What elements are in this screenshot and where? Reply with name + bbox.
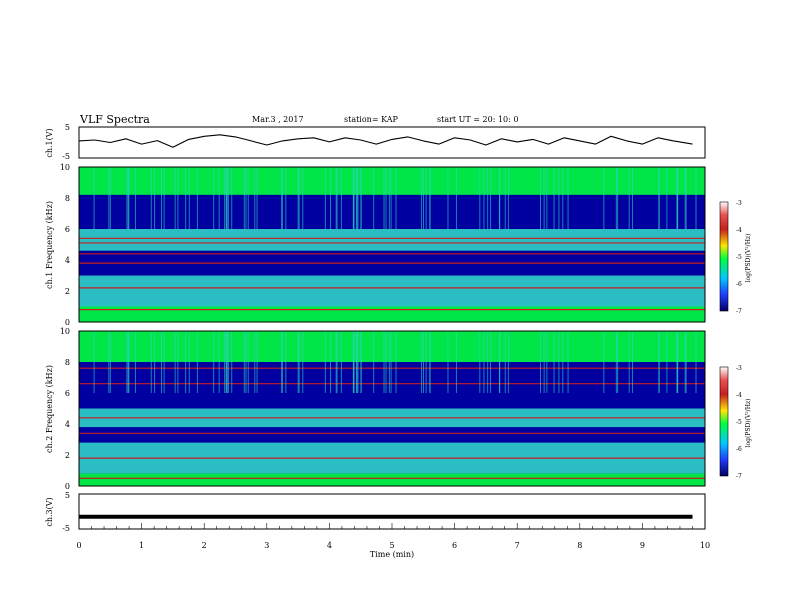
ch2-spectrogram-frame — [78, 330, 706, 487]
ch1-cbar-tick-7: -7 — [736, 308, 742, 315]
ch1-spectrogram-yticks: 0 2 4 6 8 10 — [60, 163, 70, 327]
ch1-spectrogram-band-3 — [79, 260, 705, 276]
ch1-ytick-4: 4 — [65, 256, 70, 265]
ch1-colorbar-scale — [719, 201, 729, 312]
ch1-ytick-bottom: -5 — [62, 152, 70, 161]
ch1-waveform-frame — [78, 126, 706, 159]
ch3-waveform-ylabel: ch.3(V) — [45, 497, 54, 526]
ch1-colorbar: -3 -4 -5 -6 -7 log(PSD)(V²/Hz) — [719, 200, 752, 315]
xtick-2: 2 — [202, 541, 207, 550]
time-axis-label: Time (min) — [370, 550, 414, 559]
ch2-spectrogram-yticks: 0 2 4 6 8 10 — [60, 327, 70, 491]
ch2-spectrogram-panel: 0 2 4 6 8 10 ch.2 Frequency (kHz) — [45, 327, 706, 491]
ch1-ytick-2: 2 — [65, 287, 70, 296]
ch1-cbar-tick-5: -5 — [736, 254, 742, 261]
date-label: Mar.3 , 2017 — [252, 115, 304, 124]
ch2-colorbar: -3 -4 -5 -6 -7 log(PSD)(V²/Hz) — [719, 365, 752, 480]
ch1-waveform-line — [78, 134, 693, 148]
ch2-cbar-tick-5: -5 — [736, 419, 742, 426]
ch3-waveform-panel: 5 -5 ch.3(V) 0 1 2 3 4 5 6 7 8 9 10 Time… — [45, 491, 710, 559]
ch2-spectrogram-image — [79, 331, 705, 486]
ch2-cbar-tick-7: -7 — [736, 473, 742, 480]
ch1-spectrogram-band-5 — [79, 306, 705, 322]
ch1-spectrogram-image — [79, 167, 705, 322]
ch2-spectrogram-band-0 — [79, 331, 705, 362]
ch1-spectrogram-band-1 — [79, 194, 705, 229]
chart-title: VLF Spectra — [79, 113, 150, 126]
ch1-cbar-tick-3: -3 — [736, 200, 742, 207]
ch1-ytick-0: 0 — [65, 318, 70, 327]
ch2-ytick-8: 8 — [65, 358, 70, 367]
ch1-cbar-tick-6: -6 — [736, 281, 742, 288]
ch2-cbar-tick-4: -4 — [736, 392, 742, 399]
ch1-waveform-panel: 5 -5 ch.1(V) — [45, 123, 706, 161]
ch1-spectrogram-frame — [78, 166, 706, 323]
xtick-6: 6 — [452, 541, 457, 550]
ch1-ytick-8: 8 — [65, 194, 70, 203]
start-time-label: start UT = 20: 10: 0 — [437, 115, 518, 124]
ch3-ytick-bottom: -5 — [62, 524, 70, 533]
ch2-spectrogram-band-1 — [79, 362, 705, 409]
ch1-colorbar-label: log(PSD)(V²/Hz) — [745, 234, 752, 283]
ch1-ytick-10: 10 — [60, 163, 70, 172]
xtick-3: 3 — [264, 541, 269, 550]
ch2-colorbar-scale — [719, 366, 729, 477]
ch2-ytick-6: 6 — [65, 389, 70, 398]
ch3-ytick-top: 5 — [65, 491, 70, 500]
time-axis-ticks — [78, 523, 706, 529]
xtick-10: 10 — [700, 541, 710, 550]
time-axis-labels: 0 1 2 3 4 5 6 7 8 9 10 — [76, 541, 710, 550]
ch2-ytick-10: 10 — [60, 327, 70, 336]
ch2-ytick-0: 0 — [65, 482, 70, 491]
ch1-ytick-top: 5 — [65, 123, 70, 132]
ch2-spectrogram-band-5 — [79, 473, 705, 486]
ch2-cbar-tick-6: -6 — [736, 446, 742, 453]
ch1-spectrogram-ylabel: ch.1 Frequency (kHz) — [45, 201, 54, 289]
ch1-cbar-tick-4: -4 — [736, 227, 742, 234]
ch1-spectrogram-panel: 0 2 4 6 8 10 ch.1 Frequency (kHz) — [45, 163, 706, 327]
station-label: station= KAP — [344, 115, 399, 124]
xtick-1: 1 — [139, 541, 144, 550]
ch1-waveform-series — [78, 134, 693, 148]
ch2-spectrogram-band-3 — [79, 430, 705, 443]
ch1-ytick-6: 6 — [65, 225, 70, 234]
ch2-cbar-tick-3: -3 — [736, 365, 742, 372]
ch1-spectrogram-band-4 — [79, 275, 705, 307]
ch2-colorbar-label: log(PSD)(V²/Hz) — [745, 399, 752, 448]
ch2-ytick-4: 4 — [65, 420, 70, 429]
ch2-spectrogram-ylabel: ch.2 Frequency (kHz) — [45, 365, 54, 453]
ch1-spectrogram-band-2 — [79, 229, 705, 251]
ch2-ytick-2: 2 — [65, 451, 70, 460]
xtick-9: 9 — [640, 541, 645, 550]
xtick-5: 5 — [389, 541, 394, 550]
xtick-4: 4 — [327, 541, 332, 550]
ch1-waveform-ylabel: ch.1(V) — [45, 128, 54, 157]
xtick-0: 0 — [76, 541, 81, 550]
ch1-spectrogram-band-0 — [79, 167, 705, 195]
xtick-7: 7 — [515, 541, 520, 550]
xtick-8: 8 — [577, 541, 582, 550]
